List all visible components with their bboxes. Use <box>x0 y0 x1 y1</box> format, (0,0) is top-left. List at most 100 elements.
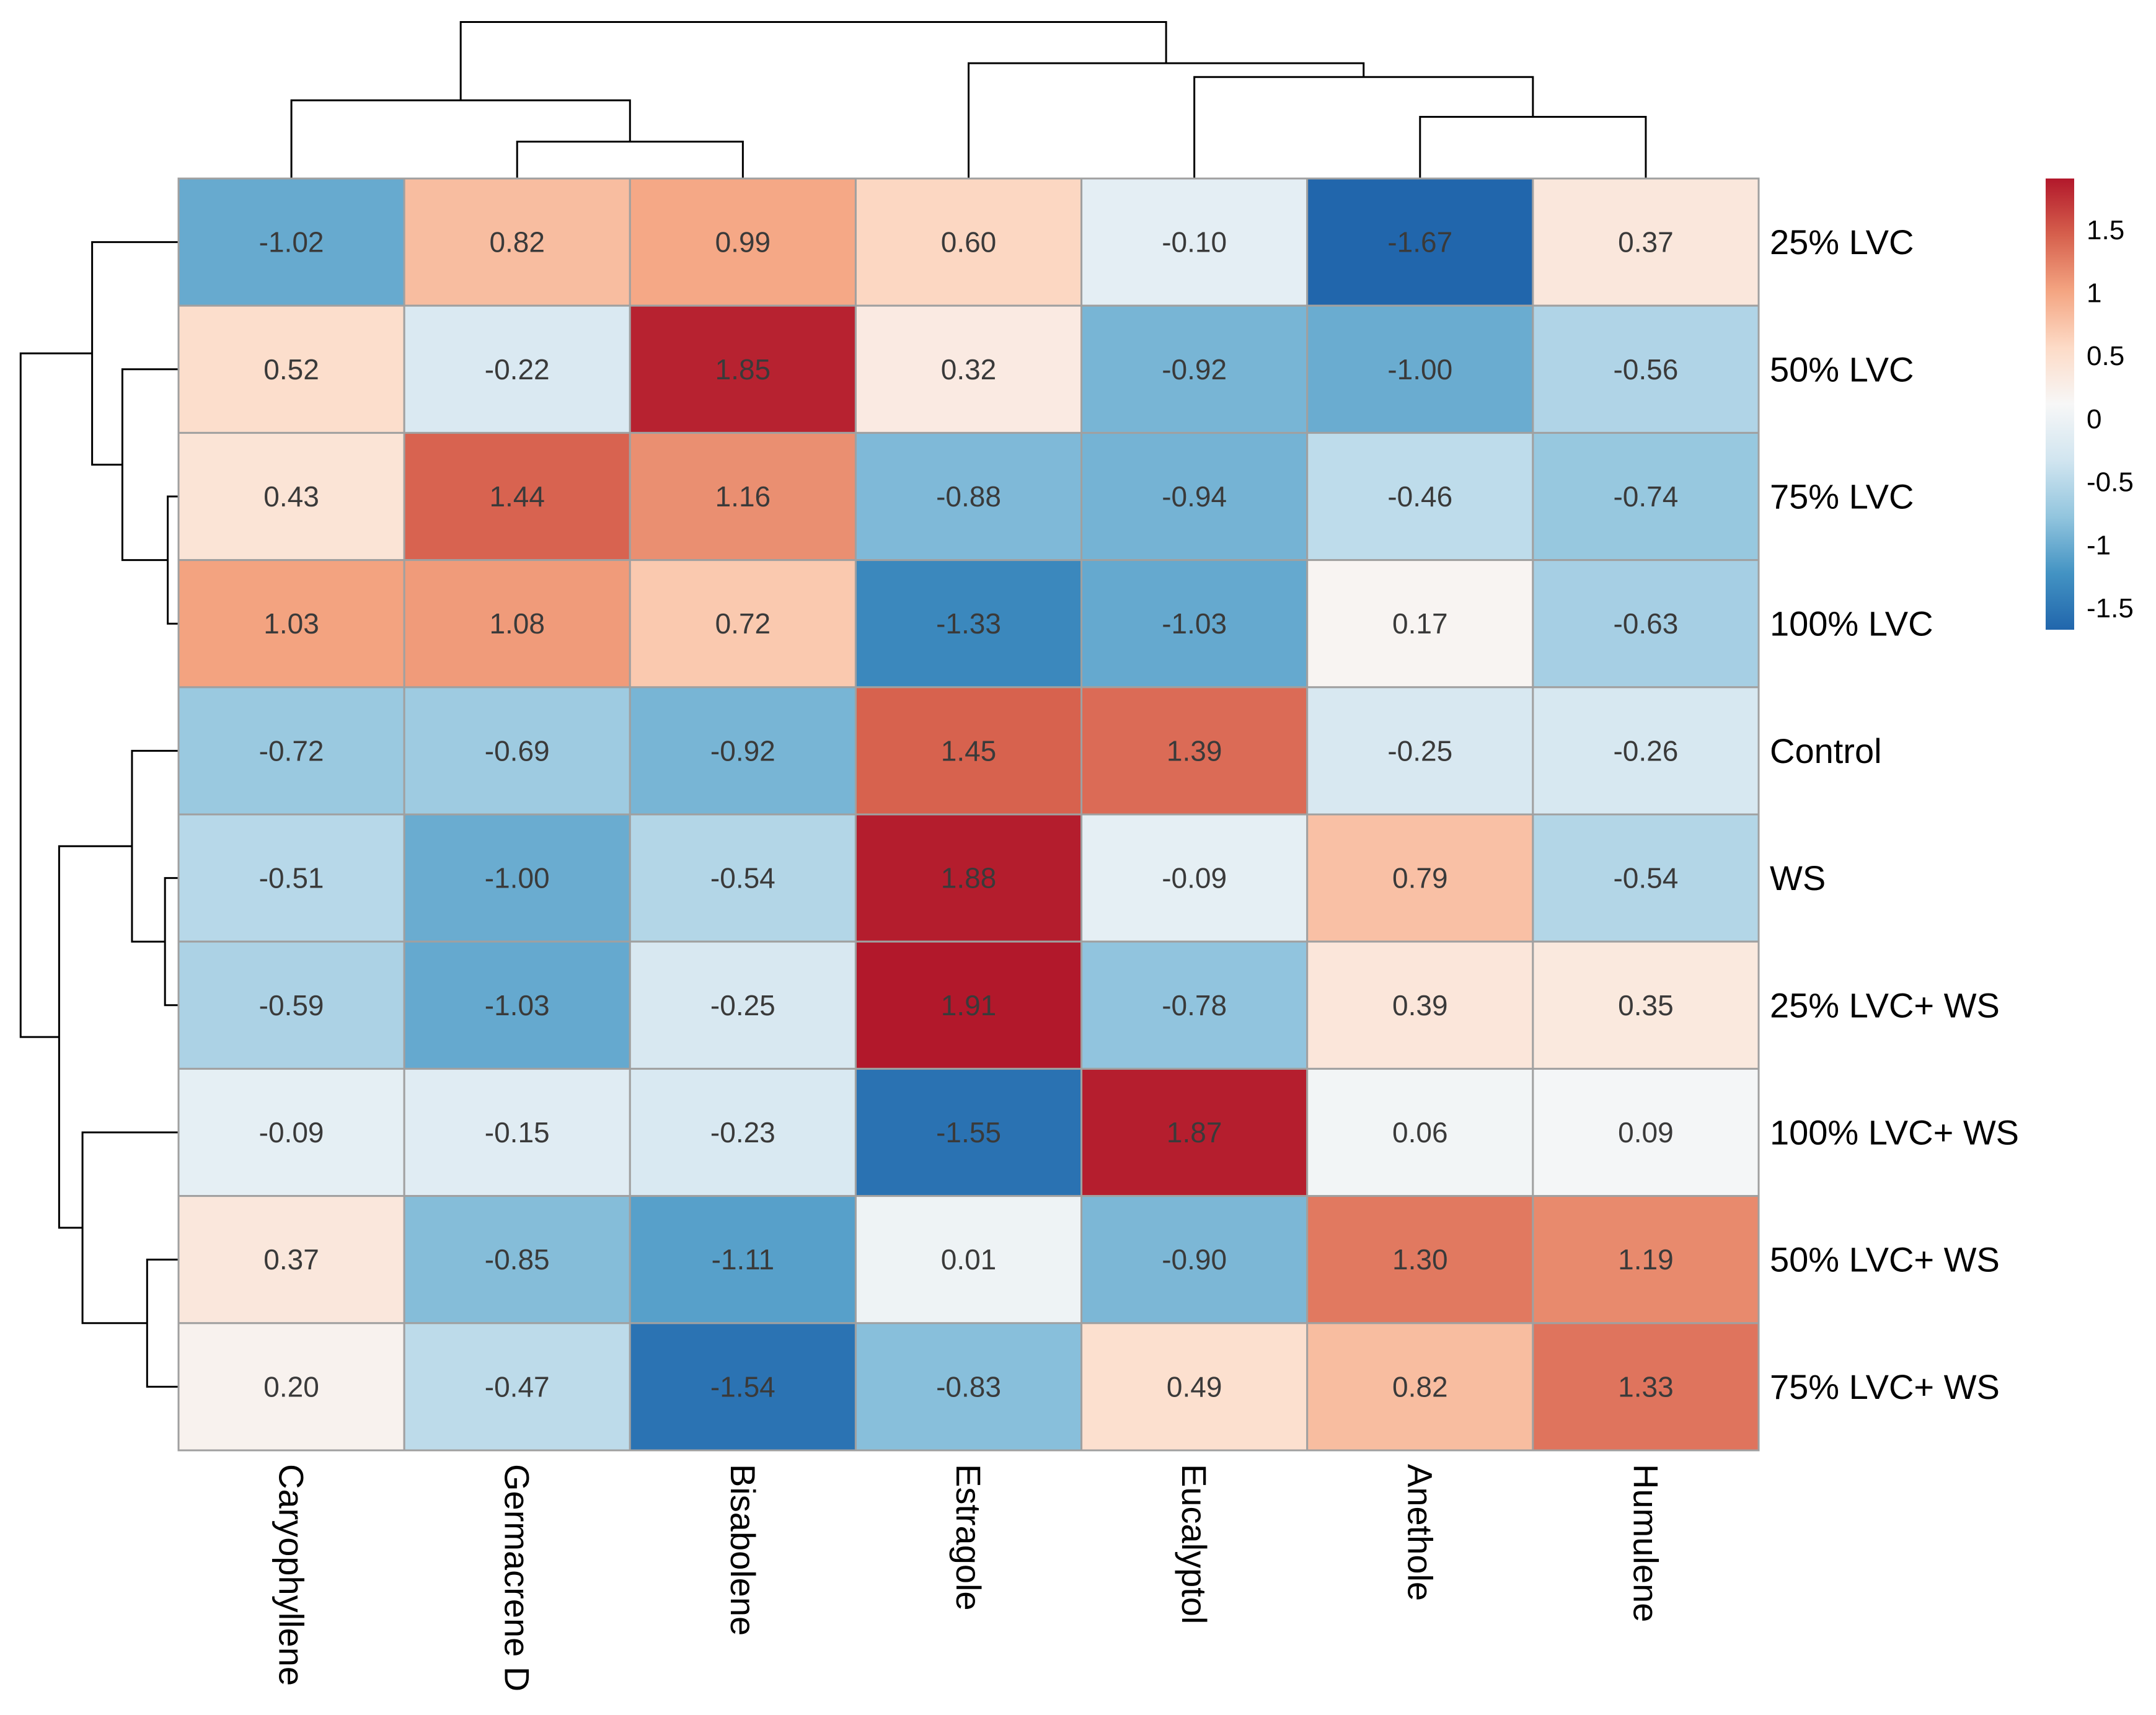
heatmap-cell <box>177 177 405 307</box>
legend-tick-label: 0.5 <box>2087 341 2124 371</box>
heatmap-cell <box>1080 431 1309 562</box>
cell-value-label: -1.67 <box>1387 226 1452 258</box>
heatmap-cell <box>854 559 1083 689</box>
row-label: 100% LVC <box>1770 604 1933 643</box>
heatmap-cell <box>1306 177 1534 307</box>
cell-value-label: -1.03 <box>485 989 550 1021</box>
legend-tick-label: 1.5 <box>2087 215 2124 245</box>
cell-value-label: -1.55 <box>936 1116 1001 1148</box>
heatmap-cell <box>854 177 1083 307</box>
color-legend-bar <box>2046 179 2074 630</box>
dendrogram-branch <box>58 845 132 1229</box>
cell-value-label: -0.63 <box>1613 607 1678 640</box>
cell-value-label: -0.56 <box>1613 353 1678 386</box>
heatmap-cells: -1.02 0.82 0.99 0.60 -0.10 -1.67 0.37 0.52 -0.22… <box>177 177 1760 1452</box>
row-label: 75% LVC+ WS <box>1770 1367 2000 1406</box>
row-labels: 25% LVC 50% LVC 75% LVC 100% LVC Control WS 25… <box>1770 223 2019 1406</box>
dendrogram-branch <box>1419 116 1647 179</box>
heatmap-cell <box>403 177 631 307</box>
cell-value-label: -0.78 <box>1162 989 1227 1021</box>
cell-value-label: -0.54 <box>1613 862 1678 894</box>
row-dendrogram <box>19 241 179 1388</box>
cell-value-label: -1.54 <box>710 1370 775 1403</box>
dendrogram-branch <box>290 99 631 179</box>
cell-value-label: -0.23 <box>710 1116 775 1148</box>
cell-value-label: 0.09 <box>1618 1116 1674 1148</box>
heatmap-cell <box>629 1322 857 1452</box>
cell-value-label: 0.79 <box>1392 862 1448 894</box>
cell-value-label: -1.00 <box>1387 353 1452 386</box>
cell-value-label: -0.22 <box>485 353 550 386</box>
cell-value-label: 1.45 <box>941 734 997 767</box>
heatmap-cell <box>177 813 405 943</box>
cell-value-label: -1.00 <box>485 862 550 894</box>
heatmap-cell <box>1080 304 1309 434</box>
cell-value-label: -1.02 <box>259 226 324 258</box>
row-label: 50% LVC <box>1770 350 1914 389</box>
row-label: Control <box>1770 731 1882 770</box>
heatmap-cell <box>629 813 857 943</box>
cell-value-label: 1.88 <box>941 862 997 894</box>
legend-tick-label: 0 <box>2087 404 2101 434</box>
heatmap-cell <box>629 686 857 816</box>
heatmap-cell <box>854 1067 1083 1197</box>
heatmap-cell <box>854 813 1083 943</box>
row-label: WS <box>1770 858 1826 897</box>
cell-value-label: -1.03 <box>1162 607 1227 640</box>
cell-value-label: 0.37 <box>263 1243 319 1276</box>
heatmap-cell <box>403 559 631 689</box>
cell-value-label: -0.85 <box>485 1243 550 1276</box>
column-label: Anethole <box>1400 1464 1439 1601</box>
heatmap-cell <box>629 431 857 562</box>
heatmap-cell <box>629 304 857 434</box>
legend-tick-label: -1.5 <box>2087 593 2134 624</box>
heatmap-cell <box>403 813 631 943</box>
dendrogram-branch <box>516 140 744 179</box>
cell-value-label: 1.08 <box>489 607 545 640</box>
legend-tick-label: -0.5 <box>2087 467 2134 498</box>
heatmap-cell <box>177 1067 405 1197</box>
heatmap-cell <box>403 431 631 562</box>
heatmap-cell <box>629 1195 857 1325</box>
heatmap-cell <box>177 559 405 689</box>
column-dendrogram <box>290 20 1647 179</box>
heatmap-cell <box>1080 1322 1309 1452</box>
cell-value-label: 0.43 <box>263 480 319 513</box>
cell-value-label: 1.91 <box>941 989 997 1021</box>
heatmap-cell <box>1306 1322 1534 1452</box>
heatmap-cell <box>854 940 1083 1070</box>
cell-value-label: -0.46 <box>1387 480 1452 513</box>
column-label: Eucalyptol <box>1175 1464 1214 1624</box>
heatmap-cell <box>1532 940 1760 1070</box>
heatmap-cell <box>1532 559 1760 689</box>
dendrogram-branch <box>91 241 179 466</box>
dendrogram-branch <box>164 877 179 1007</box>
cell-value-label: 0.99 <box>715 226 771 258</box>
dendrogram-branch <box>968 62 1365 179</box>
cell-value-label: 0.82 <box>489 226 545 258</box>
cell-value-label: -0.25 <box>710 989 775 1021</box>
dendrogram-branch <box>1193 76 1534 179</box>
cell-value-label: -0.15 <box>485 1116 550 1148</box>
cell-value-label: -0.72 <box>259 734 324 767</box>
row-label: 100% LVC+ WS <box>1770 1113 2019 1152</box>
cell-value-label: 1.03 <box>263 607 319 640</box>
cell-value-label: 0.52 <box>263 353 319 386</box>
column-label: Estragole <box>949 1464 988 1611</box>
cell-value-label: 0.37 <box>1618 226 1674 258</box>
column-label: Bisabolene <box>723 1464 762 1636</box>
legend-tick-label: -1 <box>2087 530 2111 560</box>
cell-value-label: 1.39 <box>1167 734 1222 767</box>
heatmap-cell <box>629 940 857 1070</box>
heatmap-cell <box>854 1322 1083 1452</box>
cell-value-label: -0.25 <box>1387 734 1452 767</box>
color-legend: 1.5 1 0.5 0 -0.5 -1 -1.5 <box>2046 179 2134 630</box>
cell-value-label: -0.83 <box>936 1370 1001 1403</box>
cell-value-label: 0.32 <box>941 353 997 386</box>
heatmap-cell <box>177 304 405 434</box>
cell-value-label: 0.72 <box>715 607 771 640</box>
cell-value-label: -0.26 <box>1613 734 1678 767</box>
cell-value-label: 1.33 <box>1618 1370 1674 1403</box>
cell-value-label: 0.35 <box>1618 989 1674 1021</box>
heatmap-cell <box>1080 813 1309 943</box>
